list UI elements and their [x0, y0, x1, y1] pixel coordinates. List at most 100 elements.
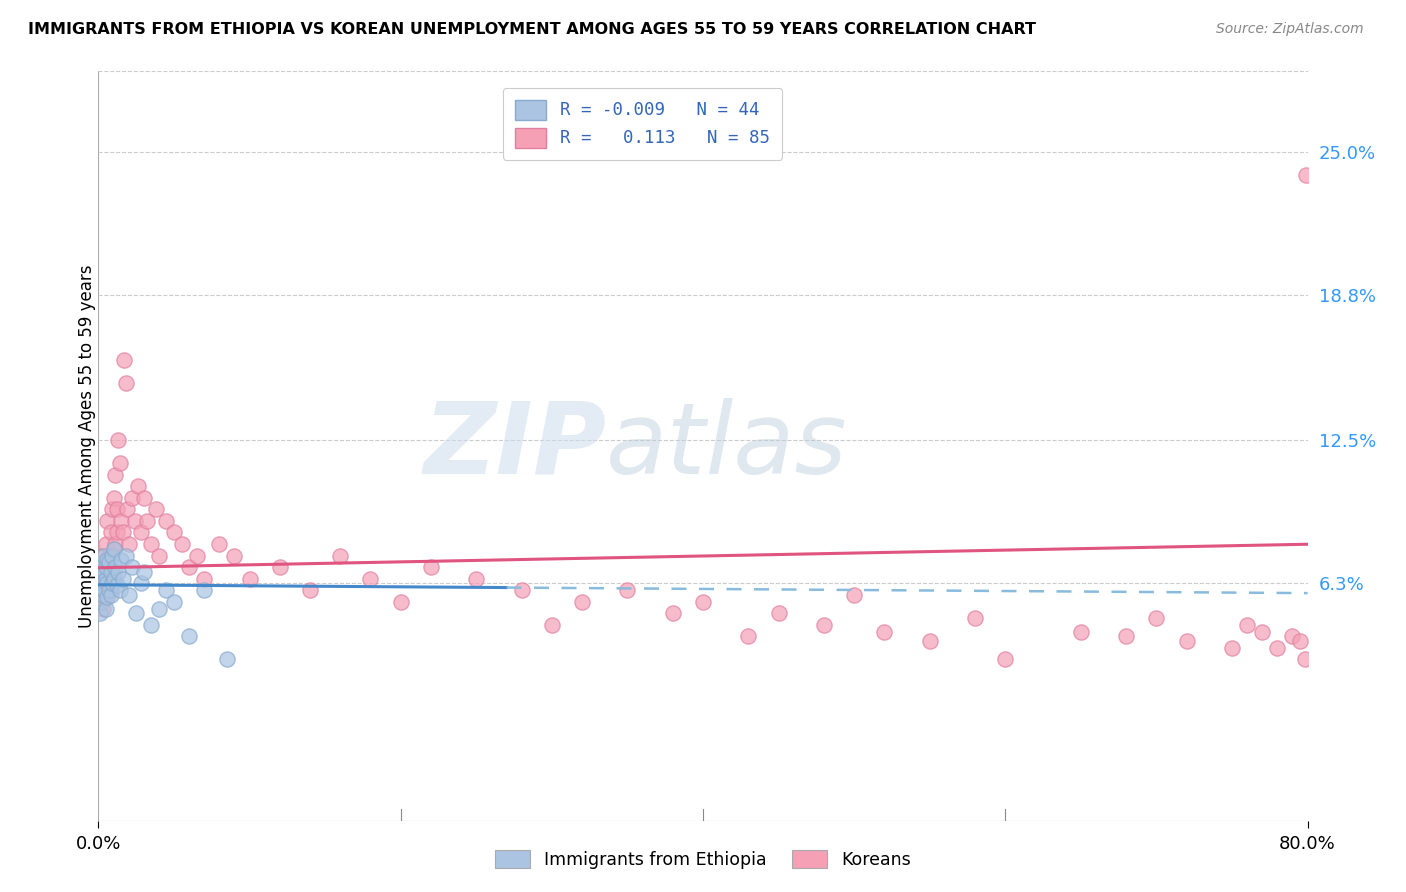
Text: IMMIGRANTS FROM ETHIOPIA VS KOREAN UNEMPLOYMENT AMONG AGES 55 TO 59 YEARS CORREL: IMMIGRANTS FROM ETHIOPIA VS KOREAN UNEMP…: [28, 22, 1036, 37]
Legend: Immigrants from Ethiopia, Koreans: Immigrants from Ethiopia, Koreans: [488, 844, 918, 876]
Point: [208, 537, 231, 551]
Point: [965, 611, 987, 625]
Point: [127, 479, 149, 493]
Point: [94, 572, 117, 586]
Point: [93, 556, 115, 570]
Point: [89, 583, 111, 598]
Point: [114, 549, 136, 563]
Point: [465, 572, 488, 586]
Point: [692, 594, 714, 608]
Point: [299, 583, 322, 598]
Point: [90, 572, 112, 586]
Point: [104, 467, 127, 482]
Point: [98, 576, 121, 591]
Point: [108, 583, 131, 598]
Point: [118, 588, 141, 602]
Point: [94, 601, 117, 615]
Point: [101, 502, 124, 516]
Point: [107, 565, 129, 579]
Point: [90, 572, 112, 586]
Point: [104, 560, 127, 574]
Point: [90, 594, 112, 608]
Point: [1236, 617, 1258, 632]
Point: [98, 549, 121, 563]
Text: Source: ZipAtlas.com: Source: ZipAtlas.com: [1216, 22, 1364, 37]
Point: [737, 629, 759, 643]
Point: [103, 541, 125, 556]
Point: [115, 502, 138, 516]
Legend: R = -0.009   N = 44, R =   0.113   N = 85: R = -0.009 N = 44, R = 0.113 N = 85: [503, 87, 782, 160]
Point: [148, 601, 170, 615]
Point: [94, 537, 117, 551]
Point: [540, 617, 562, 632]
Point: [103, 541, 125, 556]
Point: [1251, 624, 1274, 639]
Point: [163, 594, 186, 608]
Point: [1267, 640, 1289, 655]
Point: [105, 578, 128, 592]
Point: [96, 514, 118, 528]
Point: [91, 556, 114, 570]
Point: [96, 553, 118, 567]
Point: [91, 576, 114, 591]
Point: [132, 565, 155, 579]
Point: [155, 514, 177, 528]
Point: [616, 583, 638, 598]
Point: [269, 560, 291, 574]
Point: [98, 583, 121, 598]
Point: [844, 588, 866, 602]
Point: [125, 606, 148, 620]
Point: [93, 583, 115, 598]
Point: [1294, 652, 1316, 666]
Point: [1115, 629, 1137, 643]
Point: [100, 588, 122, 602]
Point: [918, 633, 941, 648]
Point: [179, 629, 201, 643]
Point: [94, 588, 117, 602]
Point: [91, 601, 114, 615]
Point: [420, 560, 443, 574]
Point: [186, 549, 208, 563]
Point: [170, 537, 193, 551]
Point: [148, 549, 170, 563]
Point: [215, 652, 238, 666]
Point: [100, 565, 122, 579]
Point: [118, 537, 141, 551]
Point: [89, 583, 111, 598]
Point: [90, 549, 112, 563]
Point: [360, 572, 382, 586]
Point: [121, 491, 143, 505]
Point: [124, 514, 146, 528]
Point: [96, 576, 118, 591]
Point: [132, 491, 155, 505]
Point: [94, 560, 117, 574]
Point: [179, 560, 201, 574]
Point: [101, 576, 124, 591]
Point: [571, 594, 593, 608]
Point: [193, 572, 215, 586]
Point: [103, 491, 125, 505]
Point: [155, 583, 177, 598]
Point: [100, 525, 122, 540]
Point: [90, 594, 112, 608]
Point: [1289, 633, 1312, 648]
Text: atlas: atlas: [606, 398, 848, 494]
Point: [108, 456, 131, 470]
Point: [91, 588, 114, 602]
Point: [93, 565, 115, 579]
Point: [101, 565, 124, 579]
Point: [111, 525, 134, 540]
Point: [110, 514, 132, 528]
Text: ZIP: ZIP: [423, 398, 606, 494]
Point: [135, 514, 157, 528]
Point: [114, 376, 136, 390]
Point: [107, 434, 129, 448]
Point: [98, 556, 121, 570]
Point: [145, 502, 167, 516]
Point: [112, 352, 135, 367]
Point: [110, 553, 132, 567]
Point: [389, 594, 412, 608]
Point: [994, 652, 1017, 666]
Point: [90, 560, 112, 574]
Point: [129, 525, 152, 540]
